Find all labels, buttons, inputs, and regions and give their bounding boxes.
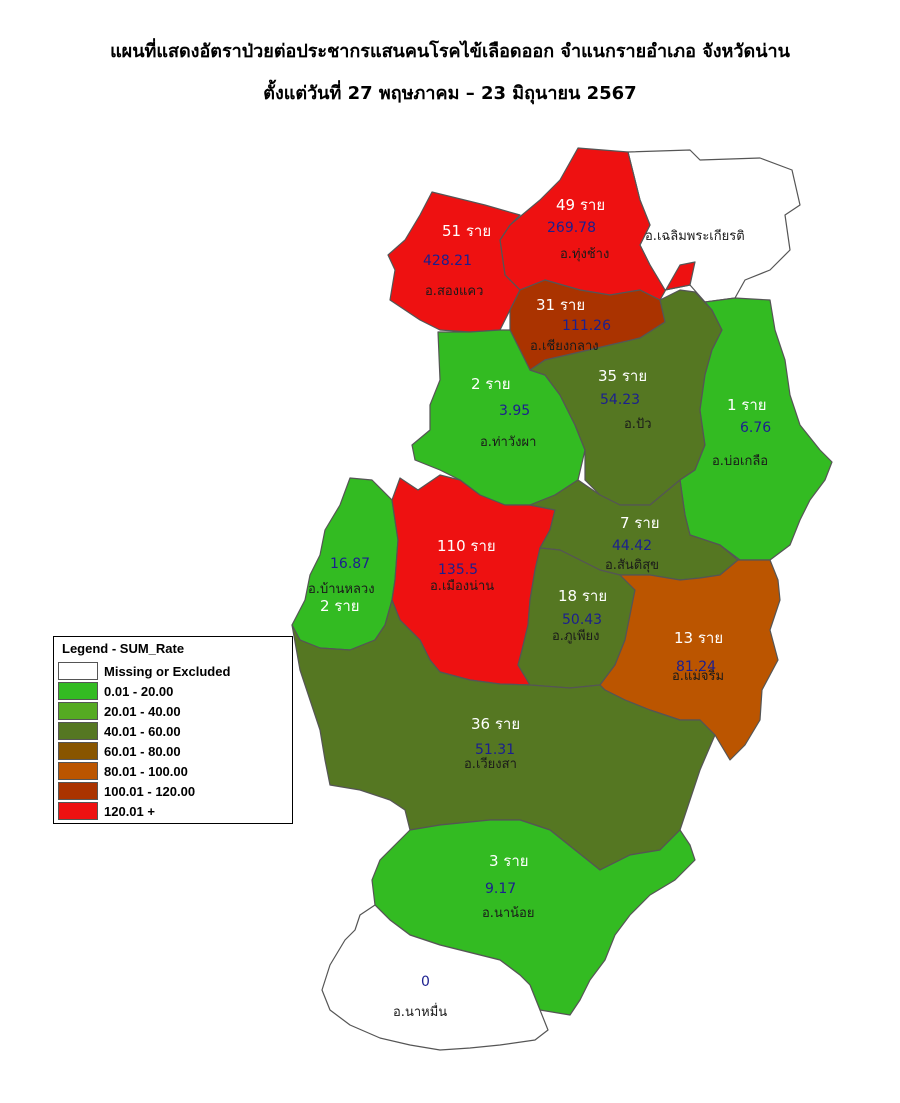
rate-phu-phiang: 50.43 [562,612,602,628]
name-tha-wang-pha: อ.ท่าวังผา [480,435,536,450]
rate-na-muen: 0 [421,974,430,990]
cases-santi-suk: 7 ราย [620,514,660,532]
district-bo-kluea [679,297,833,561]
rate-pua: 54.23 [600,392,640,408]
name-chiang-klang: อ.เชียงกลาง [530,338,599,354]
legend-label: 20.01 - 40.00 [104,703,181,719]
rate-tha-wang-pha: 3.95 [499,403,530,419]
legend-label: 40.01 - 60.00 [104,723,181,739]
district-wiang-sa [291,599,716,871]
rate-ban-luang: 16.87 [330,556,370,572]
legend-item: 120.01 + [58,801,230,821]
name-pua: อ.ปัว [624,417,652,432]
legend-item: 80.01 - 100.00 [58,761,230,781]
legend-item: 0.01 - 20.00 [58,681,230,701]
legend-items: Missing or Excluded 0.01 - 20.00 20.01 -… [58,661,230,821]
legend-label: 0.01 - 20.00 [104,683,174,699]
name-santi-suk: อ.สันติสุข [605,558,659,573]
legend-swatch [58,782,98,800]
legend-label: 100.01 - 120.00 [104,783,196,799]
cases-na-noi: 3 ราย [489,852,529,870]
rate-na-noi: 9.17 [485,881,516,897]
cases-bo-kluea: 1 ราย [727,396,767,414]
legend-swatch [58,762,98,780]
cases-thung-chang: 49 ราย [556,196,605,214]
rate-mae-charim: 81.24 [676,659,716,675]
legend-label: 60.01 - 80.00 [104,743,181,759]
legend-item: 100.01 - 120.00 [58,781,230,801]
name-phu-phiang: อ.ภูเพียง [552,628,600,644]
name-na-muen: อ.นาหมื่น [393,1003,447,1020]
legend-label: Missing or Excluded [104,663,231,679]
map-subtitle: ตั้งแต่วันที่ 27 พฤษภาคม – 23 มิถุนายน 2… [263,83,637,104]
map-title: แผนที่แสดงอัตราป่วยต่อประชากรแสนคนโรคไข้… [110,41,790,62]
legend-item: 40.01 - 60.00 [58,721,230,741]
name-song-khwae: อ.สองแคว [425,284,483,299]
name-mae-charim: อ.แม่จริม [672,669,724,684]
rate-bo-kluea: 6.76 [740,420,771,436]
cases-ban-luang: 2 ราย [320,597,360,615]
name-wiang-sa: อ.เวียงสา [464,756,517,772]
rate-chiang-klang: 111.26 [562,318,611,334]
name-thung-chang: อ.ทุ่งช้าง [560,247,609,262]
name-chaloem-phra-kiat: อ.เฉลิมพระเกียรติ [645,228,745,244]
cases-mueang-nan: 110 ราย [437,537,496,555]
legend-swatch [58,742,98,760]
legend-title: Legend - SUM_Rate [62,641,185,656]
name-bo-kluea: อ.บ่อเกลือ [712,453,768,469]
rate-thung-chang: 269.78 [547,220,596,236]
district-mae-charim [599,559,781,761]
rate-santi-suk: 44.42 [612,538,652,554]
cases-tha-wang-pha: 2 ราย [471,375,511,393]
legend-swatch [58,702,98,720]
district-na-muen [321,904,549,1051]
rate-song-khwae: 428.21 [423,253,472,269]
cases-song-khwae: 51 ราย [442,222,491,240]
legend-item: 20.01 - 40.00 [58,701,230,721]
legend-item: Missing or Excluded [58,661,230,681]
legend-swatch [58,802,98,820]
legend-item: 60.01 - 80.00 [58,741,230,761]
name-mueang-nan: อ.เมืองน่าน [430,578,494,594]
cases-wiang-sa: 36 ราย [471,715,520,733]
name-ban-luang: อ.บ้านหลวง [308,582,375,597]
legend-label: 80.01 - 100.00 [104,763,188,779]
legend-swatch [58,722,98,740]
district-labels: 51 ราย 428.21 อ.สองแคว 49 ราย 269.78 อ.ท… [308,196,771,1020]
name-na-noi: อ.นาน้อย [482,906,534,921]
cases-pua: 35 ราย [598,367,647,385]
rate-wiang-sa: 51.31 [475,742,515,758]
rate-mueang-nan: 135.5 [438,562,478,578]
legend-swatch [58,662,98,680]
cases-mae-charim: 13 ราย [674,629,723,647]
legend-swatch [58,682,98,700]
cases-phu-phiang: 18 ราย [558,587,607,605]
cases-chiang-klang: 31 ราย [536,296,585,314]
map-legend: Legend - SUM_Rate Missing or Excluded 0.… [53,636,293,824]
legend-label: 120.01 + [104,803,155,819]
